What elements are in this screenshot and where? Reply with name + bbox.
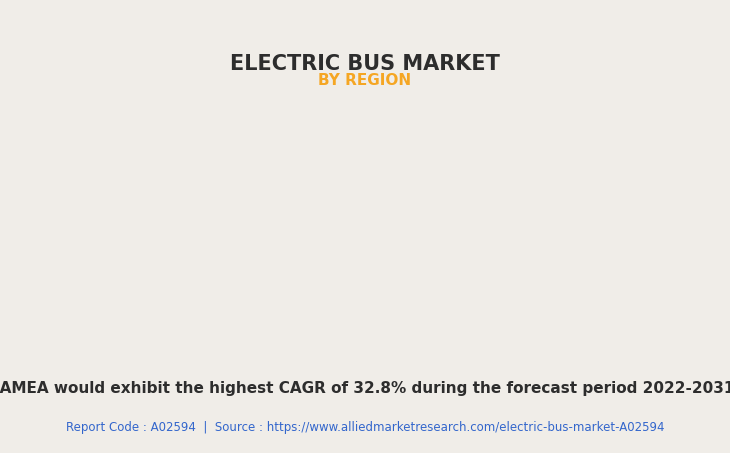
Text: LAMEA would exhibit the highest CAGR of 32.8% during the forecast period 2022-20: LAMEA would exhibit the highest CAGR of …	[0, 381, 730, 395]
Text: ELECTRIC BUS MARKET: ELECTRIC BUS MARKET	[230, 54, 500, 74]
Text: Report Code : A02594  |  Source : https://www.alliedmarketresearch.com/electric-: Report Code : A02594 | Source : https://…	[66, 421, 664, 434]
Text: BY REGION: BY REGION	[318, 73, 412, 88]
